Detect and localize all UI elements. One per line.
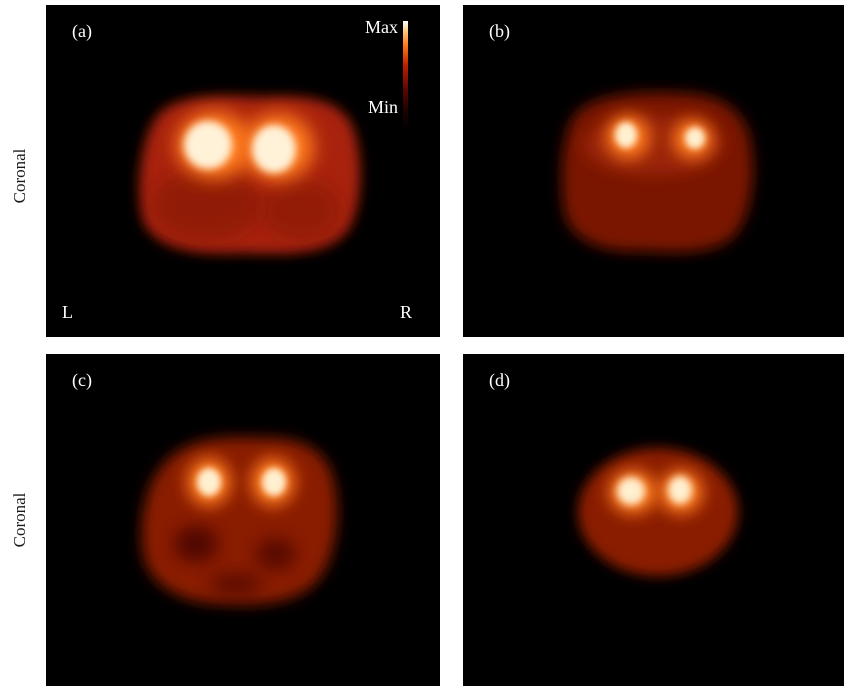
panel-label: (a) (72, 21, 92, 41)
scan-image-d (578, 448, 738, 576)
row-label-text: Coronal (10, 148, 29, 204)
panel-a: (a) L R Max Min (46, 5, 440, 337)
row-label-text: Coronal (10, 492, 29, 548)
scan-image-a (139, 95, 361, 254)
panel-c: (c) (46, 354, 440, 686)
panel-label: (c) (72, 370, 92, 390)
panel-label: (b) (489, 21, 510, 41)
panel-d: (d) (463, 354, 844, 686)
color-scale-min-label: Min (367, 97, 398, 117)
scan-image-c (141, 437, 337, 605)
orientation-left-label: L (62, 302, 73, 322)
color-scale-bar (403, 21, 408, 131)
scan-image-b (561, 92, 753, 253)
color-scale: Max Min (348, 17, 408, 137)
orientation-right-label: R (399, 302, 412, 322)
color-scale-max-label: Max (365, 17, 398, 37)
panel-label: (d) (489, 370, 510, 390)
panel-b: (b) (463, 5, 844, 337)
